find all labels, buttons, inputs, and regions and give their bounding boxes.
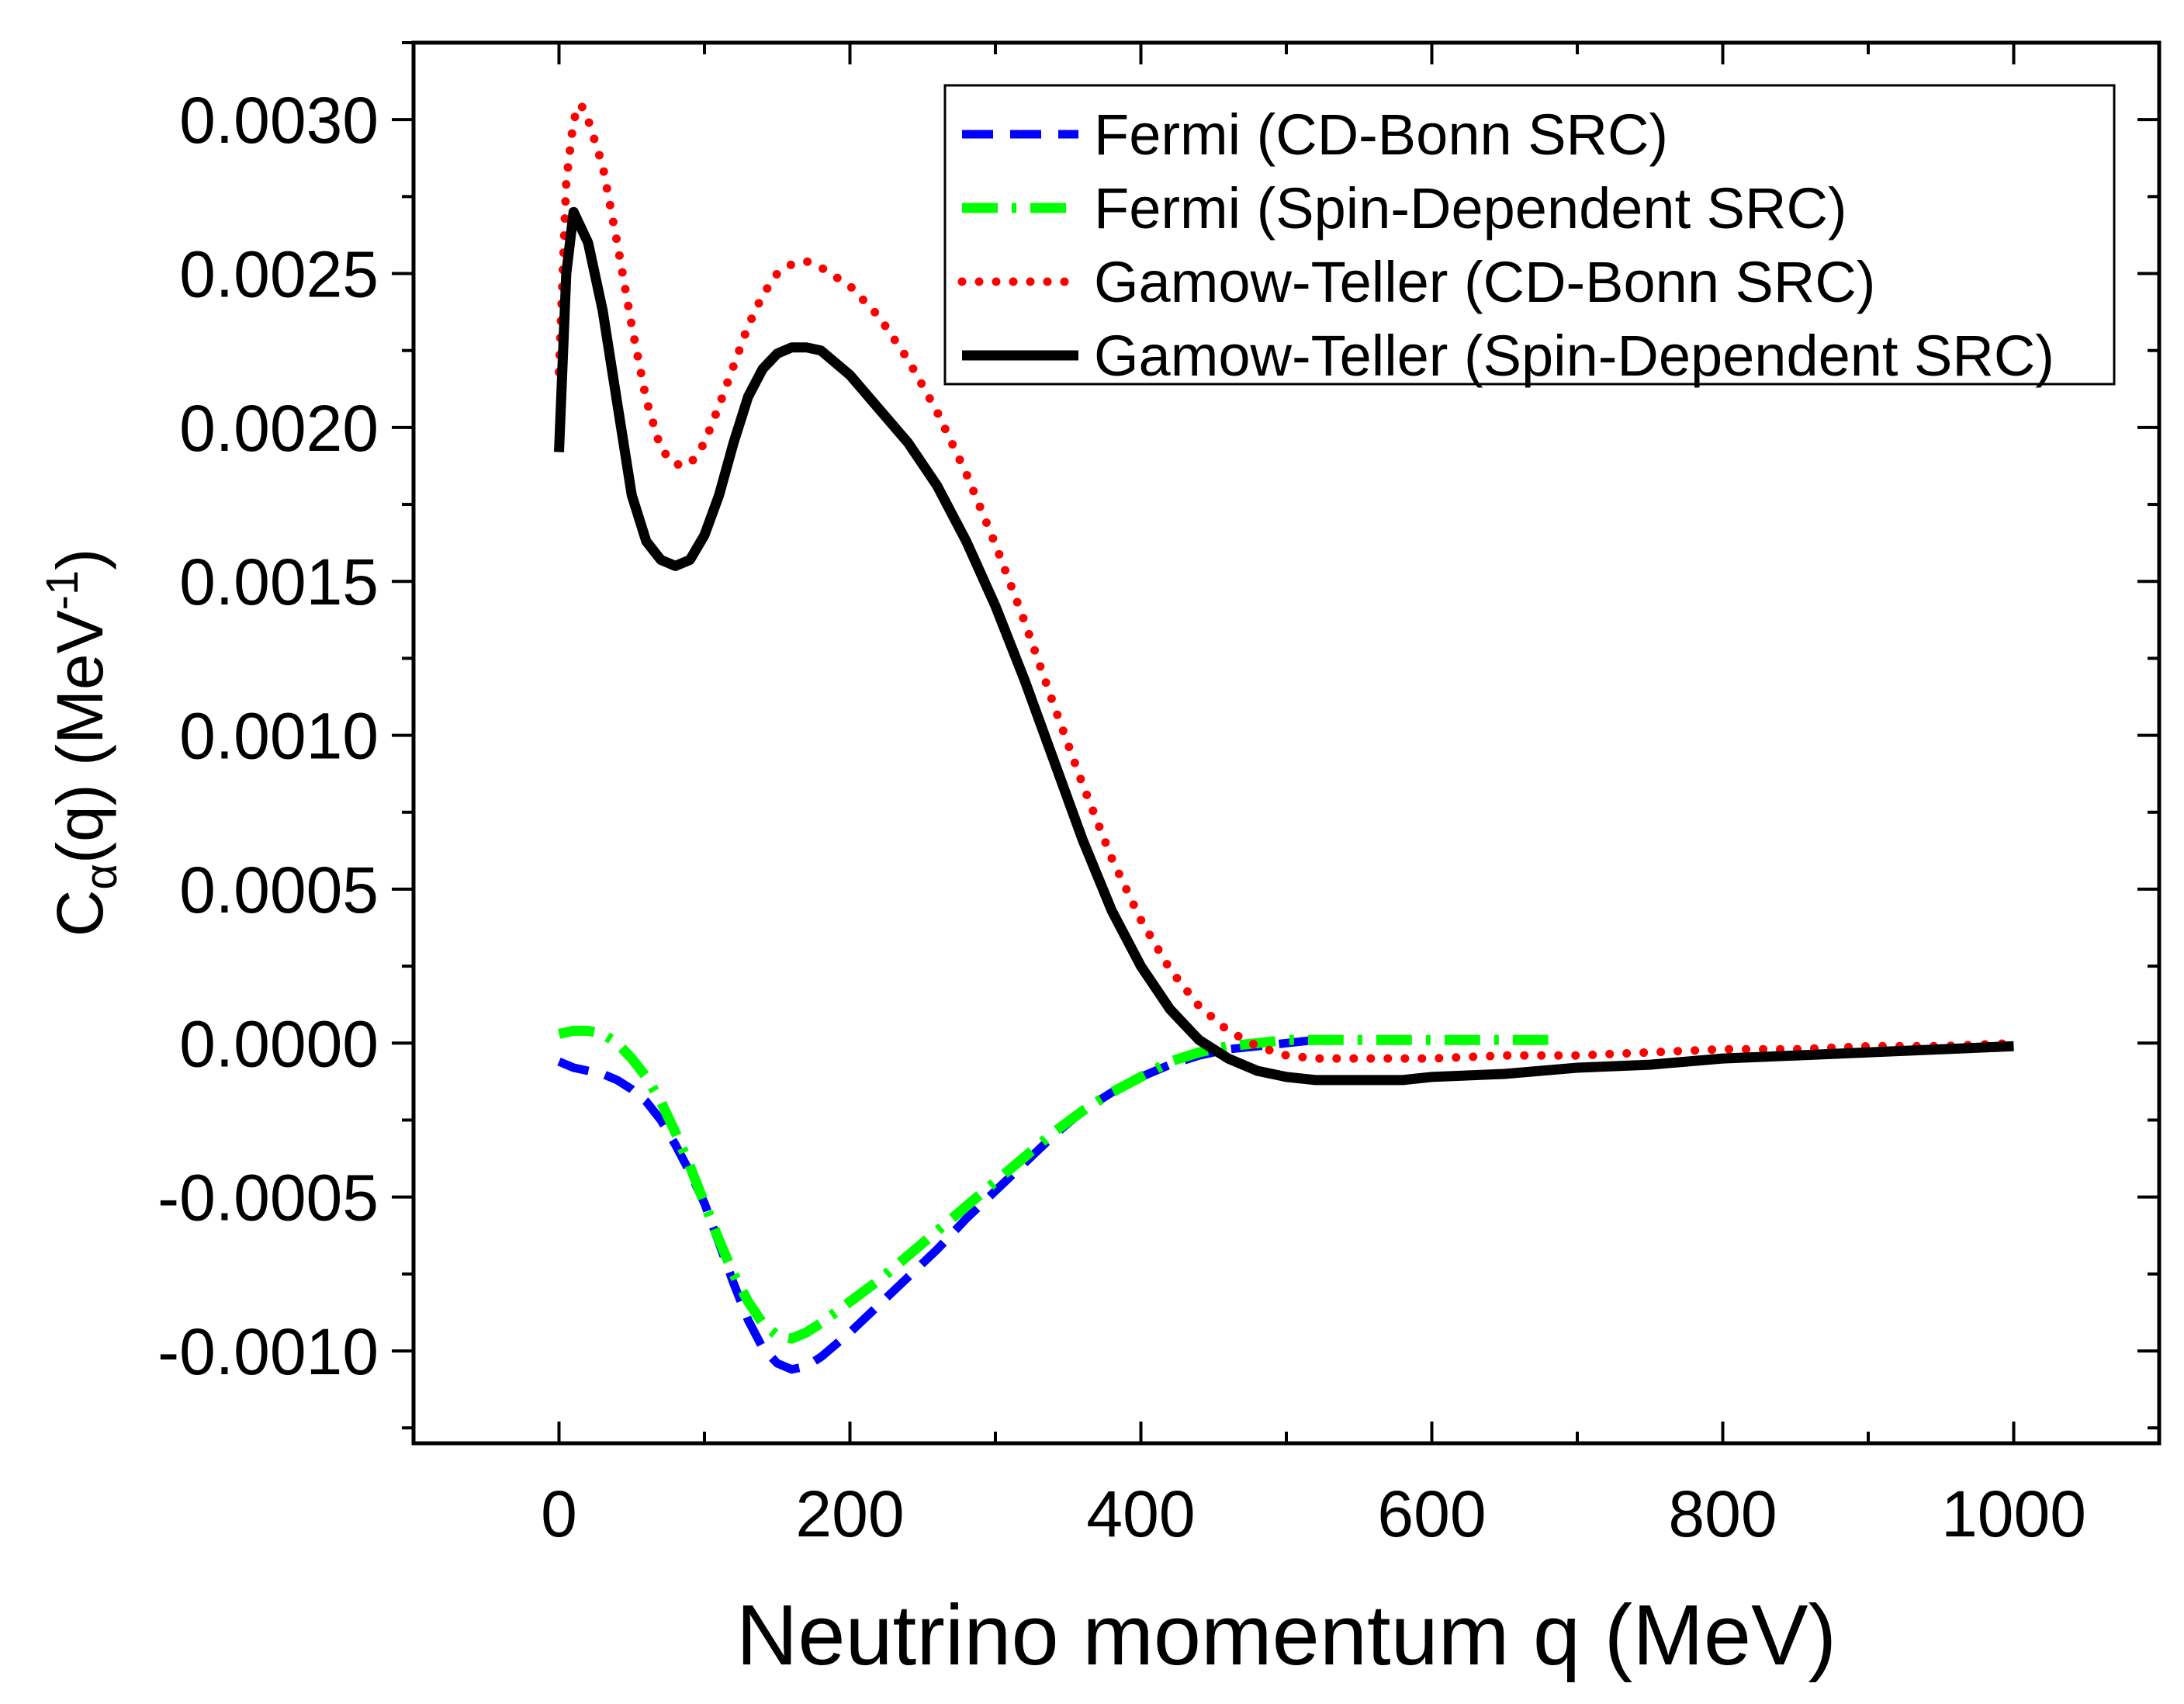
x-axis-title: Neutrino momentum q (MeV) <box>736 1588 1836 1683</box>
series-line-2 <box>558 1025 1549 1344</box>
y-axis-title-end: ) <box>43 549 116 570</box>
x-tick-label: 0 <box>541 1477 577 1550</box>
y-tick-label: 0.0030 <box>179 84 379 157</box>
y-tick-label: 0.0005 <box>179 854 379 926</box>
y-axis-title: Cα(q) (MeV-1) <box>37 549 126 937</box>
y-axis-title-base: C <box>43 890 116 937</box>
series-line-3 <box>555 99 2018 1063</box>
x-tick-label: 800 <box>1668 1477 1777 1550</box>
tick-marks-group <box>392 41 2161 1443</box>
legend-label-2: Fermi (Spin-Dependent SRC) <box>1094 176 1847 241</box>
x-tick-label: 600 <box>1377 1477 1486 1550</box>
y-tick-label: -0.0010 <box>157 1315 379 1388</box>
y-tick-label: -0.0005 <box>157 1162 379 1235</box>
legend-items: Fermi (CD-Bonn SRC) Fermi (Spin-Dependent… <box>957 102 2054 388</box>
y-tick-label: 0.0010 <box>179 700 379 773</box>
legend-label-1: Fermi (CD-Bonn SRC) <box>1094 102 1668 167</box>
legend-box <box>943 84 2116 386</box>
y-tick-label: 0.0015 <box>179 545 379 618</box>
legend-label-4: Gamow-Teller (Spin-Dependent SRC) <box>1094 324 2054 388</box>
legend: Fermi (CD-Bonn SRC) Fermi (Spin-Dependent… <box>943 84 2116 388</box>
y-tick-label: 0.0000 <box>179 1007 379 1080</box>
y-axis-title-superscript: -1 <box>37 570 88 611</box>
y-axis-title-middle: (q) (MeV <box>43 610 116 864</box>
x-tick-label: 200 <box>795 1477 904 1550</box>
series-line-4 <box>554 206 2014 1086</box>
x-tick-label: 400 <box>1086 1477 1195 1550</box>
legend-label-3: Gamow-Teller (CD-Bonn SRC) <box>1094 250 1875 314</box>
x-tick-labels-group: 0 200 400 600 800 1000 <box>541 1477 2086 1550</box>
y-tick-label: 0.0020 <box>179 392 379 465</box>
series-group <box>554 99 2018 1374</box>
x-tick-label: 1000 <box>1941 1477 2086 1550</box>
series-line-1 <box>557 1035 1317 1374</box>
y-axis-title-subscript: α <box>76 864 126 890</box>
y-tick-labels-group: -0.0010 -0.0005 0.0000 0.0005 0.0010 0.0015 0.… <box>157 84 379 1388</box>
y-tick-label: 0.0025 <box>179 238 379 311</box>
